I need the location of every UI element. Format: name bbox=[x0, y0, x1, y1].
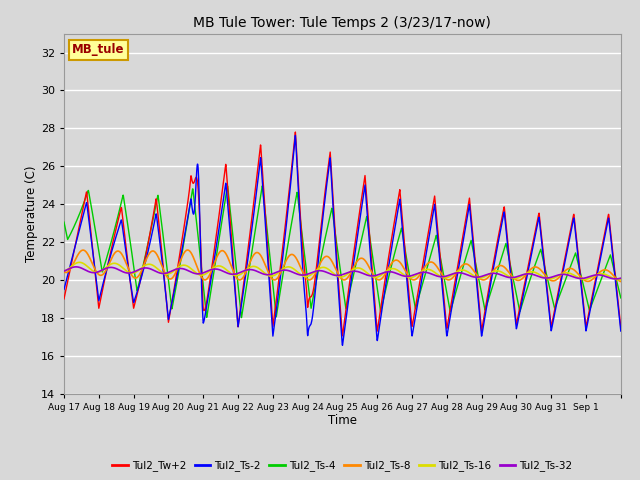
X-axis label: Time: Time bbox=[328, 414, 357, 427]
Y-axis label: Temperature (C): Temperature (C) bbox=[25, 165, 38, 262]
Legend: Tul2_Tw+2, Tul2_Ts-2, Tul2_Ts-4, Tul2_Ts-8, Tul2_Ts-16, Tul2_Ts-32: Tul2_Tw+2, Tul2_Ts-2, Tul2_Ts-4, Tul2_Ts… bbox=[108, 456, 577, 476]
Text: MB_tule: MB_tule bbox=[72, 43, 125, 56]
Title: MB Tule Tower: Tule Temps 2 (3/23/17-now): MB Tule Tower: Tule Temps 2 (3/23/17-now… bbox=[193, 16, 492, 30]
